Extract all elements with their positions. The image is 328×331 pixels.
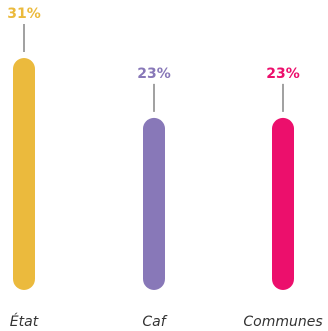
category-label-1: Caf [142, 314, 167, 330]
bar-2 [272, 117, 294, 290]
value-label-0: 31% [7, 6, 41, 22]
category-label-0: État [10, 313, 39, 330]
category-label-2: Communes [243, 314, 322, 330]
value-label-1: 23% [137, 66, 171, 82]
category-labels-layer: État Caf Communes [10, 313, 323, 330]
value-label-2: 23% [266, 66, 300, 82]
bars-layer [13, 58, 294, 290]
value-labels-layer: 31% 23% 23% [7, 6, 300, 82]
bar-0 [13, 58, 35, 290]
connectors-layer [23, 24, 284, 112]
bar-1 [143, 117, 165, 290]
